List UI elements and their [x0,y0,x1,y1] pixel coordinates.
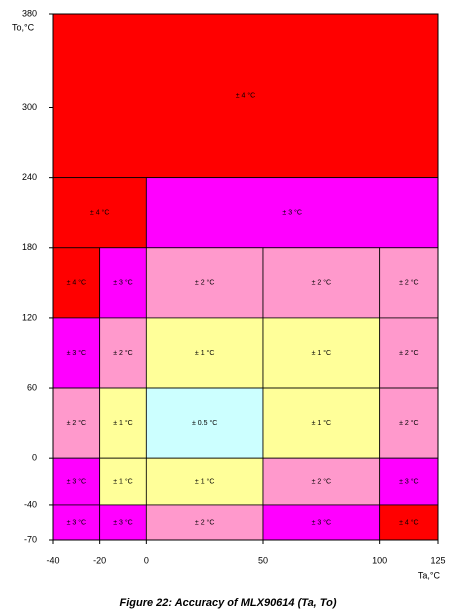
region-label: ± 4 °C [236,92,255,100]
x-tick-label: 50 [258,555,268,565]
region-label: ± 3 °C [113,518,132,526]
plot-frame [52,13,439,541]
region-label: ± 1 °C [312,419,331,427]
region [145,247,264,319]
region-label: ± 2 °C [399,349,418,357]
region [52,247,101,319]
region-label: ± 1 °C [113,419,132,427]
x-tick-label: 0 [144,555,149,565]
region-label: ± 2 °C [113,349,132,357]
region [262,387,381,459]
region [99,317,147,389]
region-label: ± 1 °C [312,349,331,357]
region-label: ± 3 °C [67,349,86,357]
region-label: ± 2 °C [312,279,331,287]
region-label: ± 2 °C [195,518,214,526]
region [379,317,439,389]
region [52,177,147,249]
region-label: ± 1 °C [113,477,132,485]
x-tick-label: -40 [46,555,59,565]
region-label: ± 1 °C [195,349,214,357]
y-tick-label: -70 [24,534,37,544]
region-label: ± 2 °C [399,279,418,287]
y-tick-label: 120 [22,312,37,322]
region [262,504,381,541]
region-label: ± 4 °C [67,279,86,287]
region [379,457,439,506]
y-tick-label: 300 [22,102,37,112]
x-tick-label: 100 [372,555,387,565]
region-label: ± 2 °C [312,477,331,485]
region-label: ± 3 °C [282,209,301,217]
region [379,247,439,319]
x-axis-label: Ta,°C [418,570,441,580]
region-label: ± 2 °C [67,419,86,427]
y-tick-label: 180 [22,242,37,252]
y-tick-label: 380 [22,8,37,18]
region [99,457,147,506]
region [379,387,439,459]
y-tick-label: -40 [24,499,37,509]
region-label: ± 3 °C [312,518,331,526]
caption: Figure 22: Accuracy of MLX90614 (Ta, To) [119,597,336,609]
region-label: ± 4 °C [399,518,418,526]
region-label: ± 3 °C [113,279,132,287]
x-tick-label: 125 [430,555,445,565]
region [145,457,264,506]
x-tick-label: -20 [93,555,106,565]
region-label: ± 3 °C [67,518,86,526]
region [52,13,439,179]
region [145,387,264,459]
region-label: ± 1 °C [195,477,214,485]
region-label: ± 2 °C [399,419,418,427]
region [262,457,381,506]
region-label: ± 3 °C [399,477,418,485]
y-tick-label: 0 [32,453,37,463]
y-axis-label: To,°C [12,22,35,32]
region [262,317,381,389]
region [379,504,439,541]
region-label: ± 0.5 °C [192,419,217,427]
region-label: ± 3 °C [67,477,86,485]
region-label: ± 4 °C [90,209,109,217]
region-label: ± 2 °C [195,279,214,287]
region [145,177,439,249]
y-tick-label: 240 [22,172,37,182]
y-tick-label: 60 [27,382,37,392]
region [52,387,101,459]
region [52,457,101,506]
